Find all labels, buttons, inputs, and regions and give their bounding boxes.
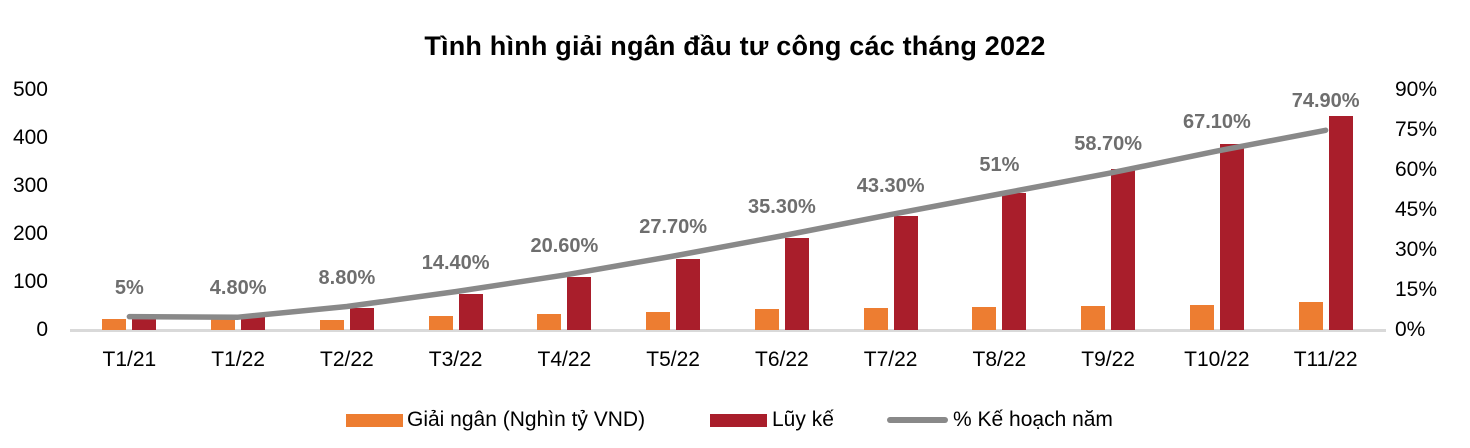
tick-left-tick-100: 100 (12, 270, 48, 293)
x-label-T6-22: T6/22 (755, 348, 809, 371)
data-label-T11-22: 74.90% (1291, 90, 1360, 113)
legend-label-giai-ngan: Giải ngân (Nghìn tỷ VND) (407, 408, 646, 431)
data-label-T2-22: 8.80% (318, 266, 376, 289)
percent-plan-line (126, 127, 1329, 320)
bar-giai-ngan-T10-22 (1189, 304, 1214, 330)
data-label-T1-21: 5% (114, 276, 144, 299)
bar-giai-ngan-T9-22 (1081, 306, 1106, 330)
x-label-T1-21: T1/21 (102, 348, 157, 371)
x-axis-line (70, 329, 1386, 332)
data-label-T3-22: 14.40% (421, 251, 490, 274)
tick-right-tick-60pct: 60% (1395, 158, 1438, 181)
x-label-T4-22: T4/22 (537, 348, 592, 371)
bar-giai-ngan-T11-22 (1298, 302, 1323, 330)
tick-left-tick-0: 0 (36, 318, 48, 341)
data-label-T7-22: 43.30% (856, 174, 925, 197)
x-label-T7-22: T7/22 (863, 348, 918, 371)
data-label-T1-22: 4.80% (209, 277, 267, 300)
tick-right-tick-75pct: 75% (1395, 118, 1438, 141)
bar-giai-ngan-T2-22 (319, 319, 344, 330)
legend-swatch-ke-hoach-nam (887, 417, 948, 423)
bar-giai-ngan-T5-22 (646, 311, 671, 330)
tick-left-tick-500: 500 (12, 78, 48, 101)
data-label-T10-22: 67.10% (1182, 111, 1251, 134)
bar-luy-ke-T5-22 (676, 258, 701, 330)
tick-right-tick-15pct: 15% (1395, 278, 1438, 301)
bar-luy-ke-T4-22 (567, 277, 592, 330)
x-label-T9-22: T9/22 (1081, 348, 1135, 371)
data-label-T6-22: 35.30% (747, 195, 816, 218)
bar-giai-ngan-T1-21 (102, 318, 127, 330)
bar-luy-ke-T9-22 (1111, 169, 1136, 330)
bar-luy-ke-T6-22 (784, 237, 809, 330)
bar-giai-ngan-T7-22 (863, 308, 888, 330)
bar-giai-ngan-T8-22 (972, 306, 997, 330)
tick-right-tick-0pct: 0% (1395, 318, 1426, 341)
tick-left-tick-200: 200 (12, 222, 48, 245)
tick-right-tick-90pct: 90% (1395, 78, 1438, 101)
data-label-T5-22: 27.70% (639, 216, 708, 239)
x-label-T5-22: T5/22 (646, 348, 700, 371)
legend-label-ke-hoach-nam: % Kế hoạch năm (953, 408, 1113, 431)
x-label-T8-22: T8/22 (972, 348, 1027, 371)
bar-luy-ke-T1-22 (241, 316, 266, 330)
bar-giai-ngan-T3-22 (428, 315, 453, 330)
x-label-T11-22: T11/22 (1293, 348, 1358, 371)
legend-label-luy-ke: Lũy kế (772, 408, 834, 431)
bar-luy-ke-T2-22 (349, 307, 374, 330)
data-label-T9-22: 58.70% (1074, 133, 1143, 156)
tick-left-tick-400: 400 (12, 126, 48, 149)
bar-luy-ke-T7-22 (893, 215, 918, 330)
chart-title: Tình hình giải ngân đầu tư công các thán… (424, 31, 1046, 61)
bar-luy-ke-T3-22 (458, 293, 483, 330)
x-label-T3-22: T3/22 (428, 348, 483, 371)
x-label-T2-22: T2/22 (320, 348, 374, 371)
data-label-T4-22: 20.60% (530, 235, 599, 258)
tick-right-tick-30pct: 30% (1395, 238, 1438, 261)
tick-right-tick-45pct: 45% (1395, 198, 1438, 221)
bar-giai-ngan-T4-22 (537, 314, 562, 330)
bar-luy-ke-T11-22 (1328, 115, 1353, 330)
x-label-T10-22: T10/22 (1184, 348, 1250, 371)
x-label-T1-22: T1/22 (211, 348, 265, 371)
bar-luy-ke-T10-22 (1219, 143, 1244, 330)
legend-swatch-giai-ngan (346, 414, 403, 427)
legend-swatch-luy-ke (710, 414, 767, 427)
data-label-T8-22: 51% (979, 154, 1020, 176)
bar-luy-ke-T1-21 (132, 318, 157, 330)
bar-giai-ngan-T6-22 (754, 308, 779, 330)
bar-luy-ke-T8-22 (1002, 193, 1027, 330)
tick-left-tick-300: 300 (12, 174, 48, 197)
bar-giai-ngan-T1-22 (211, 318, 236, 330)
